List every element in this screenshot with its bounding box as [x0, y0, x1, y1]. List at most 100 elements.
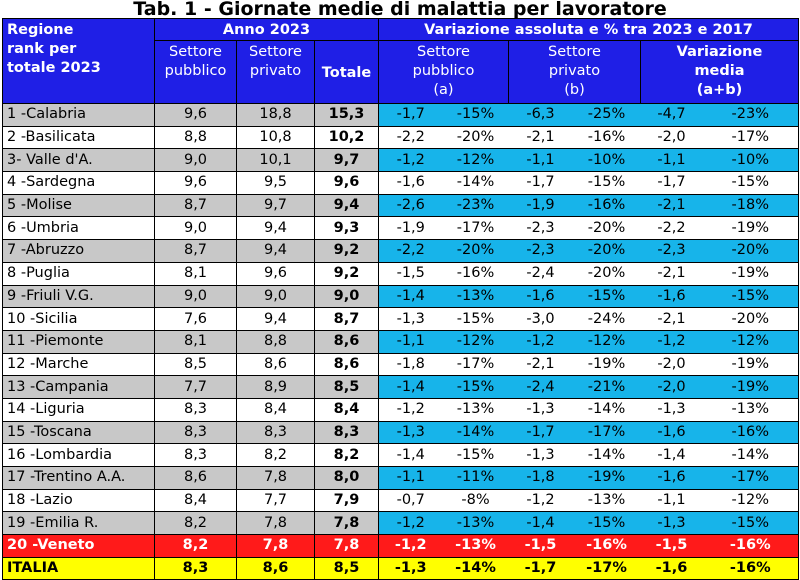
totale-value: 9,3: [314, 216, 379, 241]
var-privato-abs: -1,9: [508, 193, 573, 218]
pubblico-value: 8,4: [154, 488, 237, 513]
var-media-abs: -4,7: [640, 103, 703, 127]
var-pubblico-pct: -12%: [442, 148, 509, 173]
var-media-abs: -2,1: [640, 261, 703, 286]
var-privato-abs: -1,3: [508, 443, 573, 467]
pubblico-value: 8,3: [154, 397, 237, 422]
region-name: 4 -Sardegna: [2, 171, 155, 195]
region-name: 11 -Piemonte: [2, 329, 155, 354]
totale-value: 9,2: [314, 261, 379, 286]
var-media-abs: -1,1: [640, 488, 703, 513]
var-pubblico-abs: -1,4: [378, 375, 443, 399]
region-name: 19 -Emilia R.: [2, 511, 155, 536]
region-name: 17 -Trentino A.A.: [2, 466, 155, 490]
table-row: 17 -Trentino A.A. 8,6 7,8 8,0 -1,1 -11% -1,8 -1…: [2, 466, 799, 490]
privato-value: 7,8: [236, 466, 315, 490]
var-pubblico-abs: -2,2: [378, 239, 443, 263]
rank-header-line1: Regione: [7, 22, 74, 38]
var-pubblico-pct: -20%: [442, 239, 509, 263]
privato-value: 9,0: [236, 284, 315, 309]
var-pubblico-pct: -11%: [442, 466, 509, 490]
var-privato-pct: -19%: [572, 466, 641, 490]
privato-value: 8,6: [236, 556, 315, 580]
var-pubblico-pct: -23%: [442, 193, 509, 218]
var-pubblico-abs: -1,7: [378, 103, 443, 127]
variation-header: Variazione assoluta e % tra 2023 e 2017: [378, 18, 799, 41]
var-pubblico-abs: -2,2: [378, 125, 443, 150]
privato-value: 8,9: [236, 375, 315, 399]
table-row: 10 -Sicilia 7,6 9,4 8,7 -1,3 -15% -3,0 -24% -2,1…: [2, 307, 799, 331]
privato-value: 9,6: [236, 261, 315, 286]
region-name: ITALIA: [2, 556, 155, 580]
var-media-pct: -17%: [702, 125, 799, 150]
var-pubblico-abs: -1,2: [378, 148, 443, 173]
var-privato-pct: -17%: [572, 420, 641, 445]
var-pubblico-pct: -15%: [442, 307, 509, 331]
pubblico-value: 8,1: [154, 329, 237, 354]
privato-value: 8,2: [236, 443, 315, 467]
var-privato-pct: -20%: [572, 216, 641, 241]
table-row: 2 -Basilicata 8,8 10,8 10,2 -2,2 -20% -2,1 -16%…: [2, 125, 799, 150]
pubblico-value: 8,2: [154, 534, 237, 558]
table-row: ITALIA 8,3 8,6 8,5 -1,3 -14% -1,7 -17% -1,6 -16%: [2, 556, 799, 580]
var-pubblico-pct: -13%: [442, 511, 509, 536]
var-privato-pct: -20%: [572, 239, 641, 263]
var-privato-pct: -25%: [572, 103, 641, 127]
var-media-abs: -1,6: [640, 556, 703, 580]
var-media-pct: -15%: [702, 511, 799, 536]
var-pubblico-abs: -1,2: [378, 511, 443, 536]
table-row: 6 -Umbria 9,0 9,4 9,3 -1,9 -17% -2,3 -20% -2,2 -1…: [2, 216, 799, 241]
var-privato-pct: -13%: [572, 488, 641, 513]
var-media-abs: -2,0: [640, 125, 703, 150]
table-row: 19 -Emilia R. 8,2 7,8 7,8 -1,2 -13% -1,4 -15% -1…: [2, 511, 799, 536]
pubblico-value: 8,5: [154, 352, 237, 377]
var-privato-pct: -14%: [572, 397, 641, 422]
privato-value: 7,8: [236, 534, 315, 558]
var-pubblico-pct: -14%: [442, 171, 509, 195]
var-media-pct: -20%: [702, 239, 799, 263]
totale-value: 15,3: [314, 103, 379, 127]
privato-value: 8,4: [236, 397, 315, 422]
rank-header-line3: totale 2023: [7, 60, 101, 76]
privato-value: 9,7: [236, 193, 315, 218]
var-media-abs: -1,1: [640, 148, 703, 173]
pubblico-value: 9,0: [154, 148, 237, 173]
var-privato-abs: -1,2: [508, 488, 573, 513]
var-media-pct: -18%: [702, 193, 799, 218]
var-media-abs: -1,4: [640, 443, 703, 467]
var-pubblico-abs: -2,6: [378, 193, 443, 218]
table-row: 9 -Friuli V.G. 9,0 9,0 9,0 -1,4 -13% -1,6 -15% -…: [2, 284, 799, 309]
region-name: 14 -Liguria: [2, 397, 155, 422]
var-media-abs: -1,6: [640, 466, 703, 490]
var-pubblico-pct: -15%: [442, 375, 509, 399]
region-name: 8 -Puglia: [2, 261, 155, 286]
totale-value: 7,8: [314, 534, 379, 558]
region-name: 15 -Toscana: [2, 420, 155, 445]
region-name: 20 -Veneto: [2, 534, 155, 558]
privato-value: 10,1: [236, 148, 315, 173]
sick-days-table: Regione rank per totale 2023 Anno 2023 V…: [2, 18, 799, 580]
var-media-pct: -12%: [702, 329, 799, 354]
var-media-pct: -19%: [702, 375, 799, 399]
var-privato-pct: -17%: [572, 556, 641, 580]
var-media-pct: -12%: [702, 488, 799, 513]
var-pubblico-pct: -20%: [442, 125, 509, 150]
totale-value: 8,4: [314, 397, 379, 422]
year-2023-header: Anno 2023: [154, 18, 379, 41]
var-media-abs: -1,5: [640, 534, 703, 558]
var-pubblico-pct: -17%: [442, 352, 509, 377]
table-row: 16 -Lombardia 8,3 8,2 8,2 -1,4 -15% -1,3 -14% -1…: [2, 443, 799, 467]
table-row: 1 -Calabria 9,6 18,8 15,3 -1,7 -15% -6,3 -25% -4…: [2, 103, 799, 127]
totale-value: 8,5: [314, 556, 379, 580]
var-privato-abs: -2,4: [508, 261, 573, 286]
var-pubblico-abs: -1,1: [378, 329, 443, 354]
var-pubblico-pct: -16%: [442, 261, 509, 286]
rank-header: Regione rank per totale 2023: [2, 18, 155, 104]
var-privato-pct: -15%: [572, 171, 641, 195]
var-media-abs: -1,6: [640, 284, 703, 309]
table-row: 13 -Campania 7,7 8,9 8,5 -1,4 -15% -2,4 -21% -2,…: [2, 375, 799, 399]
var-media-abs: -2,1: [640, 193, 703, 218]
var-pubblico-pct: -8%: [442, 488, 509, 513]
totale-value: 9,2: [314, 239, 379, 263]
var-privato-abs: -3,0: [508, 307, 573, 331]
